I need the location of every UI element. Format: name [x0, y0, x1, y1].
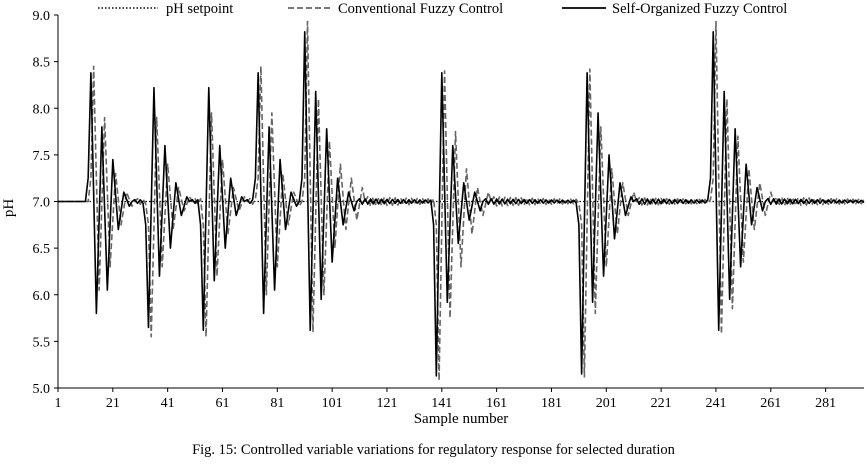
- y-tick-label: 6.5: [33, 242, 51, 257]
- series-line-2: [58, 20, 865, 382]
- legend-label-1: pH setpoint: [166, 1, 233, 17]
- series-line-3: [58, 30, 865, 377]
- x-tick-label: 101: [322, 396, 343, 411]
- figure-caption: Fig. 15: Controlled variable variations …: [192, 442, 675, 458]
- axes: 5.05.56.06.57.07.58.08.59.01 21 41 61 81 101 1…: [33, 9, 864, 411]
- x-tick-label: 161: [486, 396, 507, 411]
- chart: pH setpoint Conventional Fuzzy Control Sel…: [1, 1, 865, 427]
- x-tick-label: 121: [376, 396, 397, 411]
- x-tick-label: 281: [815, 396, 836, 411]
- x-axis-label: Sample number: [414, 411, 509, 427]
- y-tick-label: 7.5: [33, 149, 51, 164]
- x-tick-label: 261: [760, 396, 781, 411]
- x-tick-label: 81: [270, 396, 284, 411]
- x-tick-label: 181: [541, 396, 562, 411]
- x-tick-label: 241: [705, 396, 726, 411]
- y-tick-label: 5.0: [33, 382, 51, 397]
- x-tick-label: 221: [651, 396, 672, 411]
- legend: pH setpoint Conventional Fuzzy Control Sel…: [98, 1, 787, 17]
- x-tick-label: 21: [106, 396, 120, 411]
- y-axis-label: pH: [1, 199, 17, 218]
- plot-area: [58, 20, 865, 382]
- legend-label-3: Self-Organized Fuzzy Control: [612, 1, 787, 17]
- x-tick-label: 41: [161, 396, 175, 411]
- y-tick-label: 9.0: [33, 9, 51, 24]
- y-tick-label: 8.0: [33, 102, 51, 117]
- x-tick-label: 61: [215, 396, 229, 411]
- y-tick-label: 7.0: [33, 196, 51, 211]
- y-tick-label: 8.5: [33, 56, 51, 71]
- x-tick-label: 201: [596, 396, 617, 411]
- legend-label-2: Conventional Fuzzy Control: [338, 1, 503, 17]
- y-tick-label: 6.0: [33, 289, 51, 304]
- x-tick-label: 141: [431, 396, 452, 411]
- x-tick-label: 1: [55, 396, 62, 411]
- y-tick-label: 5.5: [33, 335, 51, 350]
